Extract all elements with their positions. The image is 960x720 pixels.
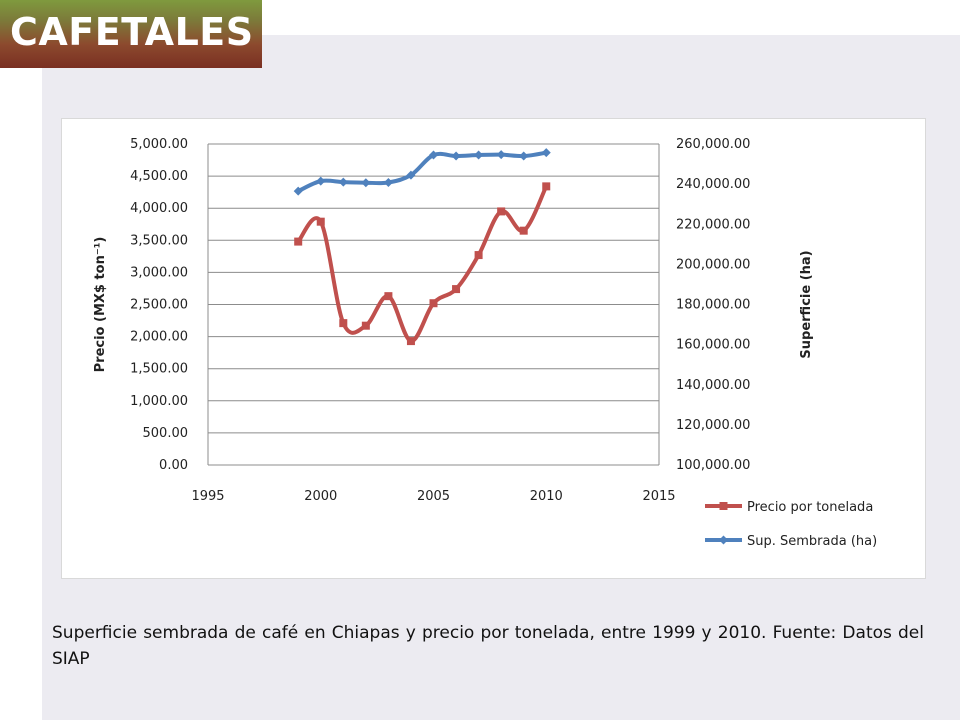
price-data-point xyxy=(452,285,461,294)
right-axis-tick-label: 180,000.00 xyxy=(676,298,750,313)
price-data-point xyxy=(429,299,438,308)
right-axis-tick-label: 120,000.00 xyxy=(676,418,750,433)
surface-data-point xyxy=(519,151,529,161)
title-banner: CAFETALES xyxy=(0,0,262,68)
price-legend-label: Precio por tonelada xyxy=(747,500,873,515)
price-data-point xyxy=(316,217,325,226)
right-axis-title: Superficie (ha) xyxy=(799,250,814,358)
right-axis-tick-label: 220,000.00 xyxy=(676,217,750,232)
surface-data-point xyxy=(338,177,348,187)
left-axis-tick-label: 3,000.00 xyxy=(130,265,188,280)
surface-series-line xyxy=(296,150,549,194)
left-axis-tick-label: 500.00 xyxy=(143,426,189,441)
x-axis-tick-label: 2010 xyxy=(530,489,563,504)
right-axis-tick-label: 200,000.00 xyxy=(676,257,750,272)
price-data-point xyxy=(497,207,506,216)
price-data-point xyxy=(474,251,483,260)
surface-data-point xyxy=(451,151,461,161)
figure-caption: Superficie sembrada de café en Chiapas y… xyxy=(52,623,924,669)
left-axis-tick-label: 5,000.00 xyxy=(130,137,188,152)
x-axis-tick-label: 2015 xyxy=(642,489,675,504)
surface-data-point xyxy=(406,170,416,180)
price-data-point xyxy=(294,237,303,246)
price-data-point xyxy=(361,321,370,330)
surface-data-point xyxy=(293,186,303,196)
price-data-point xyxy=(406,337,415,346)
price-data-point xyxy=(339,319,348,328)
x-axis-tick-label: 2005 xyxy=(417,489,450,504)
surface-data-point xyxy=(541,148,551,158)
left-axis-tick-label: 4,500.00 xyxy=(130,169,188,184)
right-axis-tick-label: 160,000.00 xyxy=(676,338,750,353)
slide-title: CAFETALES xyxy=(10,10,254,54)
price-data-point xyxy=(384,292,393,301)
x-axis-tick-label: 1995 xyxy=(191,489,224,504)
dual-axis-line-chart: 0.00 500.00 1,000.00 1,500.00 2,000.00 2,500.… xyxy=(93,137,877,549)
surface-data-point xyxy=(383,178,393,188)
left-axis-tick-label: 1,500.00 xyxy=(130,362,188,377)
surface-legend-label: Sup. Sembrada (ha) xyxy=(747,534,877,549)
left-axis-title: Precio (MX$ ton⁻¹) xyxy=(93,237,108,373)
right-axis-tick-label: 140,000.00 xyxy=(676,378,750,393)
price-data-point xyxy=(519,226,528,235)
right-axis-tick-label: 240,000.00 xyxy=(676,177,750,192)
left-axis-tick-label: 2,500.00 xyxy=(130,298,188,313)
left-axis-tick-label: 1,000.00 xyxy=(130,394,188,409)
x-axis-tick-label: 2000 xyxy=(304,489,337,504)
surface-data-point xyxy=(316,176,326,186)
left-axis-tick-label: 0.00 xyxy=(159,458,188,473)
price-legend-marker xyxy=(719,502,728,510)
right-axis-tick-label: 100,000.00 xyxy=(676,458,750,473)
surface-data-point xyxy=(496,150,506,160)
surface-legend-marker xyxy=(719,535,728,545)
price-data-point xyxy=(542,182,551,191)
surface-data-point xyxy=(361,178,371,188)
surface-data-point xyxy=(474,150,484,160)
left-axis-tick-label: 3,500.00 xyxy=(130,233,188,248)
left-axis-tick-label: 2,000.00 xyxy=(130,330,188,345)
right-axis-tick-label: 260,000.00 xyxy=(676,137,750,152)
surface-data-point xyxy=(429,150,438,160)
left-axis-tick-label: 4,000.00 xyxy=(130,201,188,216)
chart-panel: 0.00 500.00 1,000.00 1,500.00 2,000.00 2,500.… xyxy=(61,118,926,579)
price-series-line xyxy=(296,184,549,344)
